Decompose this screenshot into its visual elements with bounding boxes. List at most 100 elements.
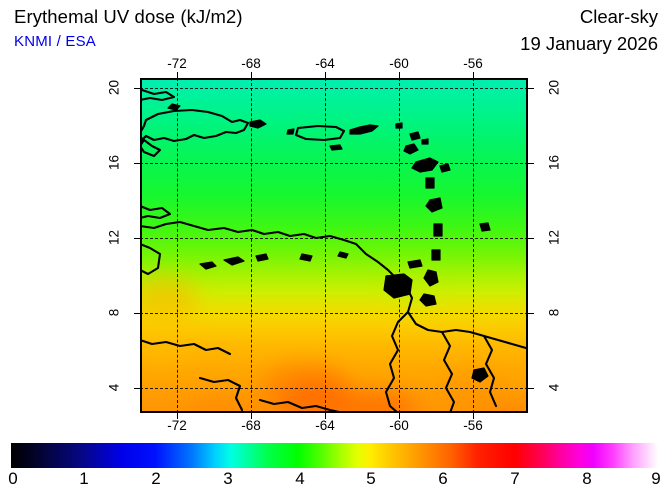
axis-tick-top [251, 72, 252, 78]
map-frame-border [140, 78, 528, 413]
colorbar-tick-label: 6 [438, 469, 448, 488]
axis-tick-left [134, 163, 140, 164]
uv-anomaly-blob [140, 276, 198, 320]
uv-dose-map: -72 -68 -64 -60 -56 -72 -68 -64 -60 -56 … [107, 56, 562, 433]
coastline-suriname-river [482, 334, 498, 408]
coastline-barbados [479, 222, 491, 232]
axis-tick-left [134, 388, 140, 389]
axis-label-x-top: -72 [167, 56, 187, 71]
coastline-barbuda [421, 138, 429, 145]
uv-anomaly-blob [186, 396, 256, 413]
colorbar-tick-label: 8 [582, 469, 592, 488]
colorbar-tick-label: 7 [510, 469, 520, 488]
axis-label-x-bottom: -64 [315, 418, 335, 433]
coastline-islet [249, 119, 267, 129]
coastline-overlay [140, 88, 528, 413]
axis-tick-right [528, 163, 534, 164]
axis-tick-bottom [473, 413, 474, 419]
axis-label-y-right: 16 [546, 154, 562, 171]
attribution-label: KNMI / ESA [14, 33, 97, 50]
axis-tick-right [528, 313, 534, 314]
coastline-interior-river [198, 376, 244, 412]
axis-tick-bottom [325, 413, 326, 419]
axis-tick-bottom [177, 413, 178, 419]
coastline-puerto-rico [294, 124, 346, 142]
colorbar-tick-label: 1 [79, 469, 89, 488]
axis-label-x-bottom: -72 [167, 418, 187, 433]
gridline-horizontal [140, 313, 528, 314]
gridline-vertical [325, 78, 326, 413]
colorbar-gradient [11, 443, 658, 468]
coastline-aruba [199, 261, 217, 270]
coastline-orinoco-river [384, 310, 410, 413]
axis-label-x-bottom: -60 [389, 418, 409, 433]
coastline-amazon-north [258, 398, 346, 413]
axis-label-x-top: -60 [389, 56, 409, 71]
axis-label-x-bottom: -56 [463, 418, 483, 433]
axis-label-y-right: 12 [546, 229, 562, 246]
axis-label-y-right: 4 [546, 383, 562, 392]
coastline-st-martin [409, 131, 421, 141]
sky-condition-label: Clear-sky [579, 6, 658, 27]
map-data-field [140, 78, 528, 413]
coastline-st-vincent [431, 249, 441, 261]
coastline-venezuela-north [140, 220, 398, 280]
coastline-dominica [425, 177, 435, 189]
colorbar-tick-label: 4 [295, 469, 305, 488]
gridline-horizontal [140, 238, 528, 239]
axis-tick-top [399, 72, 400, 78]
colorbar-tick-label: 9 [651, 469, 661, 488]
axis-tick-top [473, 72, 474, 78]
coastline-st-kitts [403, 143, 419, 155]
gridline-horizontal [140, 388, 528, 389]
coastline-grenada [419, 293, 437, 307]
colorbar: 0 1 2 3 4 5 6 7 8 9 [8, 443, 661, 491]
coastline-guadeloupe [411, 157, 439, 173]
coastline-maracaibo [140, 242, 162, 276]
axis-tick-top [177, 72, 178, 78]
uv-anomaly-blob [480, 404, 528, 413]
coastline-curacao [223, 256, 245, 266]
coastline-virgin-islands [349, 124, 379, 135]
gridline-horizontal [140, 88, 528, 89]
axis-tick-right [528, 88, 534, 89]
gridline-vertical [473, 78, 474, 413]
coastline-islet [329, 144, 343, 151]
axis-tick-left [134, 313, 140, 314]
axis-label-y-left: 4 [106, 383, 122, 392]
uv-dose-heatmap-layer [140, 78, 528, 413]
coastline-islet [337, 251, 349, 259]
colorbar-tick-label: 3 [223, 469, 233, 488]
coastline-islet [299, 253, 313, 262]
axis-tick-top [325, 72, 326, 78]
coastline-st-lucia [433, 223, 443, 237]
coastline-grenadines [423, 269, 439, 287]
axis-tick-right [528, 238, 534, 239]
coastline-tobago [407, 259, 423, 269]
coastline-hispaniola [140, 108, 250, 143]
axis-label-y-left: 8 [106, 308, 122, 317]
coastline-lake [471, 367, 489, 383]
uv-anomaly-blob [140, 330, 188, 366]
coastline-martinique [425, 197, 443, 213]
axis-tick-left [134, 88, 140, 89]
axis-label-y-right: 8 [546, 308, 562, 317]
axis-tick-left [134, 238, 140, 239]
axis-label-x-top: -56 [463, 56, 483, 71]
page-title: Erythemal UV dose (kJ/m2) [14, 6, 243, 27]
axis-label-x-top: -68 [241, 56, 261, 71]
coastline-haiti-south [140, 138, 162, 158]
axis-label-x-top: -64 [315, 56, 335, 71]
axis-label-y-left: 16 [106, 154, 122, 171]
colorbar-tick-labels: 0 1 2 3 4 5 6 7 8 9 [8, 469, 660, 491]
date-label: 19 January 2026 [520, 33, 658, 54]
colorbar-tick-label: 2 [151, 469, 161, 488]
coastline-interior-line [140, 338, 232, 356]
coastline-cuba [140, 88, 176, 102]
uv-anomaly-blob [336, 390, 416, 413]
gridline-vertical [399, 78, 400, 413]
gridline-vertical [251, 78, 252, 413]
axis-tick-bottom [399, 413, 400, 419]
coastline-anguilla [395, 122, 403, 129]
axis-tick-bottom [251, 413, 252, 419]
